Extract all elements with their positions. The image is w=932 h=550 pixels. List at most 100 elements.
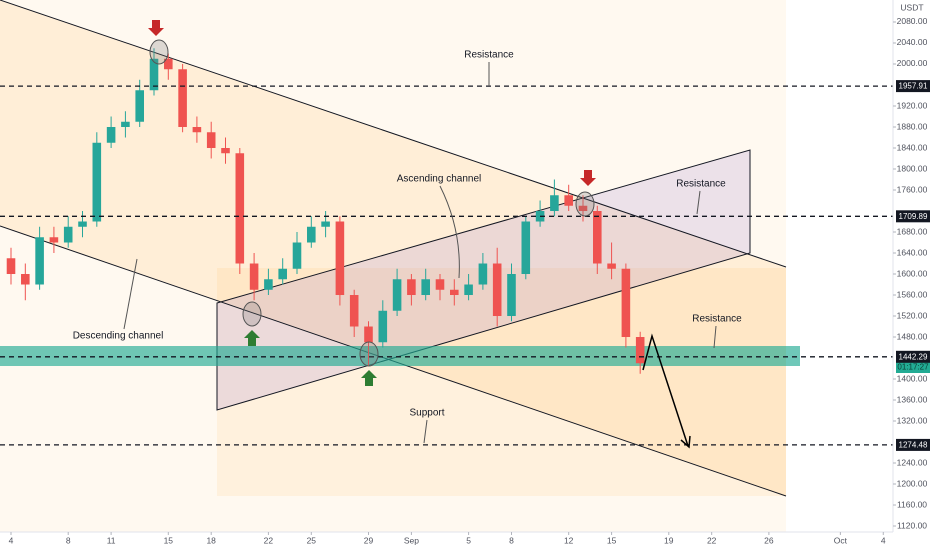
x-tick-label: 12 <box>564 535 574 545</box>
candle-body <box>392 279 402 311</box>
x-tick-label: 19 <box>664 535 674 545</box>
x-tick-label: Oct <box>834 535 848 545</box>
x-tick-label: 18 <box>206 535 216 545</box>
candle-body <box>435 279 445 290</box>
candle-body <box>164 58 173 70</box>
x-tick-label: 29 <box>364 535 374 545</box>
x-tick-label: 25 <box>307 535 317 545</box>
candle-body <box>249 263 259 290</box>
candle-body <box>6 258 16 275</box>
y-tick-label: 2040.00 <box>897 37 928 47</box>
trend-line <box>0 0 787 268</box>
candle-body <box>635 337 645 364</box>
y-tick-label: 1880.00 <box>897 121 928 131</box>
y-tick-label: 1320.00 <box>897 415 928 425</box>
projection-arrow <box>642 333 689 447</box>
x-tick-label: 8 <box>66 535 71 545</box>
annotation: Resistance <box>676 179 726 190</box>
pointer <box>439 185 460 279</box>
support-zone <box>0 346 800 366</box>
x-tick-label: 22 <box>707 535 717 545</box>
y-tick-label: 1920.00 <box>897 100 928 110</box>
y-tick-label: 1480.00 <box>897 331 928 341</box>
levels <box>0 85 893 446</box>
circle <box>575 191 595 217</box>
countdown-box <box>896 361 930 373</box>
level-label: 1709.89 <box>899 212 928 221</box>
y-tick-label: 1560.00 <box>897 289 928 299</box>
candle-body <box>464 284 473 296</box>
y-tick-label: 2080.00 <box>897 16 928 26</box>
x-tick-label: 4 <box>881 535 886 545</box>
candle-body <box>221 148 230 154</box>
level-label-box <box>896 438 930 451</box>
y-tick-label: 1120.00 <box>897 520 927 530</box>
y-tick-label: 1680.00 <box>897 226 928 236</box>
level-label-box <box>896 80 930 93</box>
candle-body <box>63 226 73 243</box>
buy-arrow <box>244 330 260 346</box>
x-tick-label: Sep <box>404 535 419 545</box>
candle-body <box>292 242 302 269</box>
candle-body <box>21 274 30 285</box>
shade <box>0 0 786 532</box>
level-label: 1442.29 <box>899 352 928 361</box>
signal-arrows <box>148 20 596 386</box>
pointer <box>713 325 717 349</box>
x-tick-label: 11 <box>107 535 116 545</box>
pointer <box>123 258 138 330</box>
level-label-box <box>896 350 930 363</box>
candle-body <box>135 90 144 122</box>
candle-body <box>564 195 573 206</box>
candle-body <box>550 195 559 212</box>
y-tick-label: 1360.00 <box>897 394 928 404</box>
circle <box>149 39 169 65</box>
candle-body <box>592 211 602 264</box>
x-tick-label: 5 <box>466 535 471 545</box>
candle-body <box>450 289 459 296</box>
sell-arrow <box>148 20 164 36</box>
candle-body <box>35 237 44 285</box>
candles <box>6 48 645 374</box>
x-tick-label: 22 <box>264 535 274 545</box>
pointer <box>696 190 701 215</box>
candle-body <box>49 237 59 243</box>
x-tick-label: 15 <box>607 535 617 545</box>
y-tick-label: 1800.00 <box>897 163 928 173</box>
y-tick-label: 1760.00 <box>897 184 928 194</box>
candle-body <box>507 274 516 317</box>
sell-arrow <box>580 170 596 186</box>
pointer <box>423 419 428 444</box>
candle-body <box>121 121 130 128</box>
y-tick-label: 1600.00 <box>897 268 928 278</box>
y-tick-label: 1840.00 <box>897 142 928 152</box>
x-tick-label: 15 <box>164 535 174 545</box>
candle-body <box>264 279 273 290</box>
candle-body <box>364 326 373 343</box>
candle-body <box>621 268 631 338</box>
candle-body <box>321 221 330 227</box>
candle-body <box>492 263 502 317</box>
candle-body <box>92 142 102 222</box>
annotation: Descending channel <box>73 331 164 342</box>
candle-body <box>478 263 488 285</box>
y-tick-label: 1520.00 <box>897 310 928 320</box>
x-tick-label: 26 <box>764 535 774 545</box>
y-tick-label: 1160.00 <box>897 499 927 509</box>
candle-body <box>378 310 388 343</box>
x-tick-label: 8 <box>509 535 514 545</box>
circle <box>242 301 262 327</box>
y-tick-label: 1200.00 <box>897 478 928 488</box>
level-label-box <box>896 210 930 223</box>
currency: USDT <box>900 2 923 12</box>
candle-body <box>235 153 245 264</box>
candle-body <box>407 279 416 296</box>
candle-body <box>335 221 345 296</box>
candle-body <box>106 127 116 143</box>
candle-body <box>578 205 588 212</box>
arrow-head <box>680 435 691 449</box>
circle <box>359 341 379 367</box>
candle-body <box>307 226 316 243</box>
candle-body <box>607 263 616 269</box>
